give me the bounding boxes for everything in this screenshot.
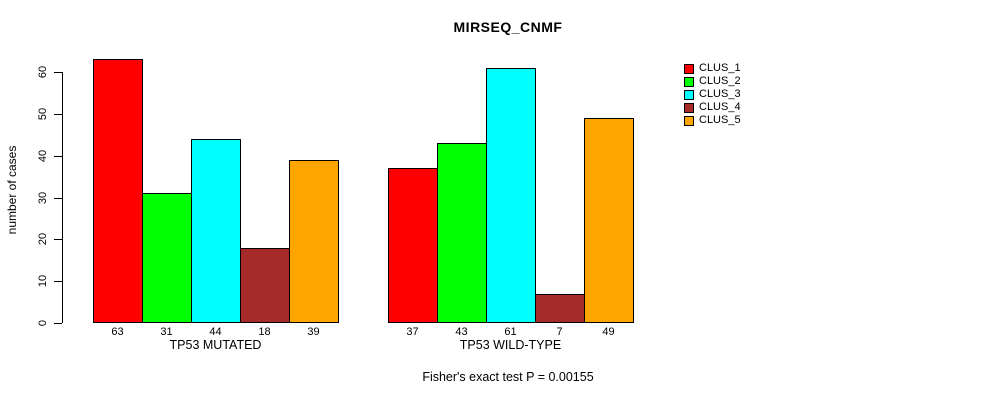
legend-swatch-icon [684, 76, 694, 87]
bar-value-label: 39 [307, 326, 320, 338]
bar-value-label: 44 [209, 326, 222, 338]
bar-clus_3 [191, 138, 241, 323]
legend-swatch-icon [684, 63, 694, 74]
legend-item-label: CLUS_2 [699, 75, 741, 87]
bar-clus_2 [437, 143, 487, 323]
legend-item-clus_4: CLUS_4 [684, 101, 741, 114]
y-tick-label: 60 [37, 65, 49, 79]
bar-clus_1 [388, 168, 438, 323]
y-tick-mark [54, 113, 62, 115]
bar-value-label: 37 [406, 326, 419, 338]
legend-swatch-icon [684, 115, 694, 126]
bar-clus_1 [93, 59, 143, 323]
y-tick-mark [54, 197, 62, 199]
bar-clus_4 [535, 293, 585, 323]
bar-value-label: 63 [111, 326, 124, 338]
legend-swatch-icon [684, 102, 694, 113]
bar-clus_3 [486, 67, 536, 323]
y-tick-label: 50 [37, 107, 49, 120]
y-tick-label: 10 [37, 275, 49, 288]
y-tick-mark [54, 281, 62, 283]
y-tick-label: 30 [37, 191, 49, 204]
y-tick-mark [54, 72, 62, 73]
y-tick-mark [54, 239, 62, 241]
legend-item-clus_2: CLUS_2 [684, 75, 741, 88]
legend-item-clus_3: CLUS_3 [684, 88, 741, 101]
y-axis-line [62, 72, 63, 323]
bar-clus_4 [240, 247, 290, 323]
legend-item-label: CLUS_3 [699, 88, 741, 100]
legend-swatch-icon [684, 89, 694, 100]
group-label: TP53 WILD-TYPE [459, 338, 562, 352]
legend-item-label: CLUS_1 [699, 62, 741, 74]
bar-value-label: 18 [258, 326, 271, 338]
bar-value-label: 61 [504, 326, 517, 338]
bar-clus_5 [289, 159, 339, 323]
y-tick-label: 0 [37, 319, 49, 327]
legend-item-label: CLUS_4 [699, 101, 741, 113]
bar-clus_2 [142, 193, 192, 323]
legend: CLUS_1 CLUS_2 CLUS_3 CLUS_4 CLUS_5 [684, 62, 741, 127]
bar-clus_5 [584, 118, 634, 323]
chart-title: MIRSEQ_CNMF [453, 19, 563, 35]
bar-value-label: 7 [556, 326, 563, 338]
bar-value-label: 31 [160, 326, 173, 338]
legend-item-clus_1: CLUS_1 [684, 62, 741, 75]
y-tick-label: 20 [37, 233, 49, 246]
y-tick-mark [54, 323, 62, 324]
bar-value-label: 43 [455, 326, 468, 338]
fisher-test-annotation: Fisher's exact test P = 0.00155 [422, 370, 594, 384]
bar-value-label: 49 [602, 326, 615, 338]
legend-item-clus_5: CLUS_5 [684, 114, 741, 127]
y-tick-label: 40 [37, 149, 49, 162]
y-axis-label: number of cases [5, 145, 19, 235]
group-label: TP53 MUTATED [169, 338, 262, 352]
legend-item-label: CLUS_5 [699, 114, 741, 126]
y-tick-mark [54, 155, 62, 157]
